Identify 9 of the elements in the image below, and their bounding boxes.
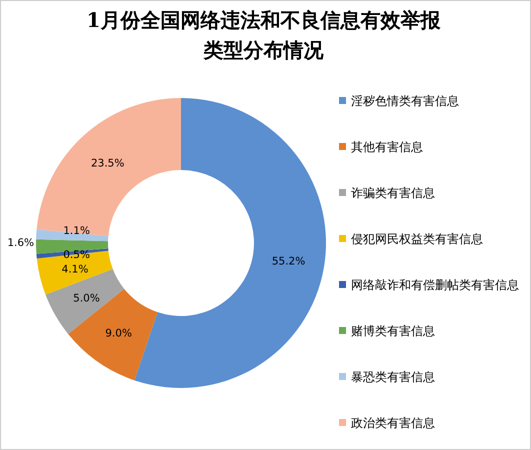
title: 1月份全国网络违法和不良信息有效举报类型分布情况 — [86, 7, 441, 64]
legend-label: 赌博类有害信息 — [351, 324, 435, 338]
legend-label: 暴恐类有害信息 — [351, 370, 435, 384]
legend-label: 诈骗类有害信息 — [351, 186, 435, 200]
legend-label: 侵犯网民权益类有害信息 — [351, 232, 483, 246]
legend-label: 网络敲诈和有偿删帖类有害信息 — [351, 278, 519, 292]
legend-label: 淫秽色情类有害信息 — [351, 94, 459, 108]
legend-label: 政治类有害信息 — [351, 416, 435, 430]
legend-label: 其他有害信息 — [351, 140, 423, 154]
